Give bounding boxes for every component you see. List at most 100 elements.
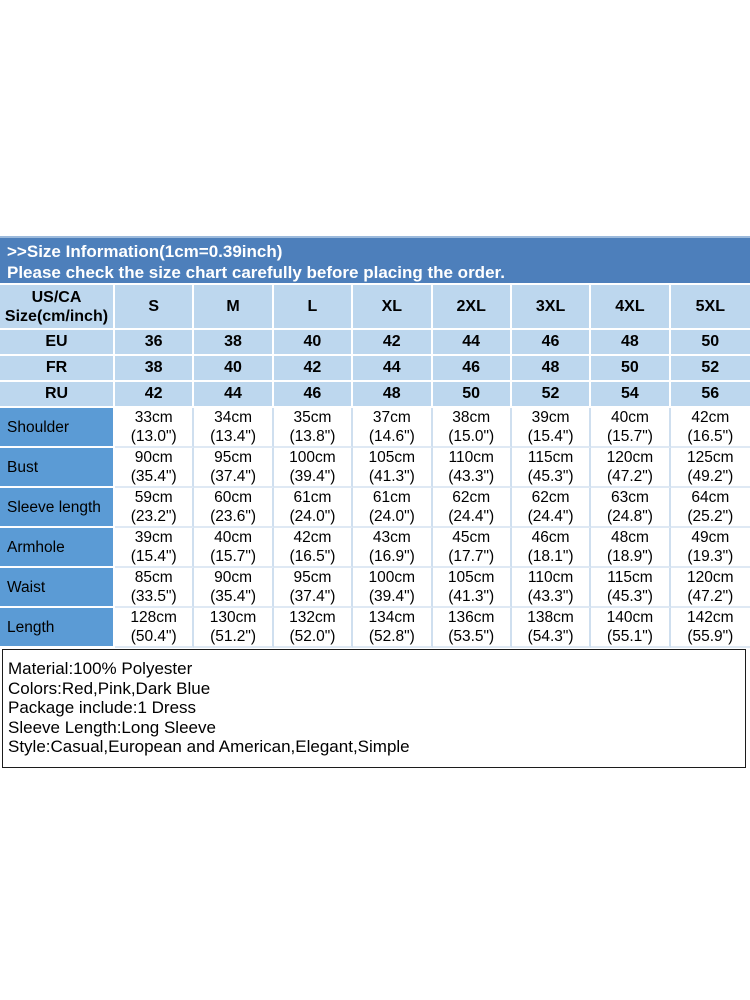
measure-value-cell: 142cm (55.9") — [670, 608, 750, 648]
measure-row-label: Shoulder — [0, 408, 115, 448]
size-value-cell: 52 — [670, 356, 750, 382]
measure-row-label: Bust — [0, 448, 115, 488]
size-conversion-row: EU 36 38 40 42 44 46 48 50 — [0, 330, 750, 356]
corner-header-cell: US/CA Size(cm/inch) — [0, 285, 115, 330]
banner-title: >>Size Information(1cm=0.39inch) — [7, 242, 283, 261]
table-header-row: US/CA Size(cm/inch) S M L XL 2XL 3XL 4XL 5XL — [0, 285, 750, 330]
detail-style: Style:Casual,European and American,Elega… — [8, 737, 410, 756]
measurement-row: Length 128cm (50.4") 130cm (51.2") 132cm (5… — [0, 608, 750, 648]
measure-value-cell: 61cm (24.0") — [353, 488, 433, 528]
product-details-box: Material:100% Polyester Colors:Red,Pink,… — [2, 649, 746, 768]
measure-value-cell: 38cm (15.0") — [432, 408, 512, 448]
measurement-row: Sleeve length 59cm (23.2") 60cm (23.6") 61c… — [0, 488, 750, 528]
measure-value-cell: 105cm (41.3") — [432, 568, 512, 608]
measure-value-cell: 61cm (24.0") — [273, 488, 354, 528]
size-value-cell: 48 — [353, 382, 433, 408]
size-row-label: FR — [0, 356, 115, 382]
measure-value-cell: 60cm (23.6") — [194, 488, 274, 528]
measurement-row: Armhole 39cm (15.4") 40cm (15.7") 42cm (16.… — [0, 528, 750, 568]
measure-value-cell: 59cm (23.2") — [115, 488, 195, 528]
column-header-cell: 3XL — [511, 285, 592, 330]
size-value-cell: 54 — [591, 382, 671, 408]
measure-value-cell: 85cm (33.5") — [115, 568, 195, 608]
measure-value-cell: 138cm (54.3") — [511, 608, 592, 648]
column-header-cell: S — [115, 285, 195, 330]
size-value-cell: 40 — [273, 330, 354, 356]
size-value-cell: 48 — [511, 356, 592, 382]
measurement-row: Bust 90cm (35.4") 95cm (37.4") 100cm (39.4"… — [0, 448, 750, 488]
size-value-cell: 50 — [432, 382, 512, 408]
size-value-cell: 44 — [353, 356, 433, 382]
column-header-cell: 2XL — [432, 285, 512, 330]
size-value-cell: 46 — [273, 382, 354, 408]
size-conversion-row: FR 38 40 42 44 46 48 50 52 — [0, 356, 750, 382]
size-value-cell: 38 — [194, 330, 274, 356]
measure-value-cell: 125cm (49.2") — [670, 448, 750, 488]
measure-value-cell: 64cm (25.2") — [670, 488, 750, 528]
measure-value-cell: 90cm (35.4") — [194, 568, 274, 608]
measure-value-cell: 136cm (53.5") — [432, 608, 512, 648]
size-value-cell: 50 — [591, 356, 671, 382]
measure-value-cell: 105cm (41.3") — [353, 448, 433, 488]
measure-value-cell: 140cm (55.1") — [591, 608, 671, 648]
size-value-cell: 50 — [670, 330, 750, 356]
size-value-cell: 42 — [115, 382, 195, 408]
column-header-cell: 4XL — [591, 285, 671, 330]
column-header-cell: 5XL — [670, 285, 750, 330]
measure-value-cell: 95cm (37.4") — [273, 568, 354, 608]
detail-material: Material:100% Polyester — [8, 659, 193, 678]
measure-value-cell: 130cm (51.2") — [194, 608, 274, 648]
column-header-cell: L — [273, 285, 354, 330]
measure-value-cell: 33cm (13.0") — [115, 408, 195, 448]
size-value-cell: 44 — [432, 330, 512, 356]
size-value-cell: 46 — [511, 330, 592, 356]
measurement-row: Waist 85cm (33.5") 90cm (35.4") 95cm (37.4"… — [0, 568, 750, 608]
measure-value-cell: 37cm (14.6") — [353, 408, 433, 448]
measure-value-cell: 120cm (47.2") — [591, 448, 671, 488]
size-value-cell: 42 — [353, 330, 433, 356]
measure-row-label: Armhole — [0, 528, 115, 568]
measure-value-cell: 39cm (15.4") — [511, 408, 592, 448]
measure-value-cell: 43cm (16.9") — [353, 528, 433, 568]
measure-value-cell: 34cm (13.4") — [194, 408, 274, 448]
banner-subtitle: Please check the size chart carefully be… — [7, 263, 505, 282]
size-value-cell: 36 — [115, 330, 195, 356]
measure-value-cell: 100cm (39.4") — [273, 448, 354, 488]
measure-value-cell: 49cm (19.3") — [670, 528, 750, 568]
measure-value-cell: 110cm (43.3") — [432, 448, 512, 488]
size-row-label: RU — [0, 382, 115, 408]
measure-row-label: Sleeve length — [0, 488, 115, 528]
detail-colors: Colors:Red,Pink,Dark Blue — [8, 678, 211, 698]
size-conversion-row: RU 42 44 46 48 50 52 54 56 — [0, 382, 750, 408]
measure-value-cell: 62cm (24.4") — [511, 488, 592, 528]
measure-row-label: Waist — [0, 568, 115, 608]
column-header-cell: XL — [353, 285, 433, 330]
measure-value-cell: 62cm (24.4") — [432, 488, 512, 528]
measure-value-cell: 100cm (39.4") — [353, 568, 433, 608]
column-header-cell: M — [194, 285, 274, 330]
measure-value-cell: 40cm (15.7") — [591, 408, 671, 448]
size-value-cell: 46 — [432, 356, 512, 382]
size-table: US/CA Size(cm/inch) S M L XL 2XL 3XL 4XL 5XL EU 36… — [0, 285, 750, 648]
measurement-row: Shoulder 33cm (13.0") 34cm (13.4") 35cm (13… — [0, 408, 750, 448]
measure-value-cell: 110cm (43.3") — [511, 568, 592, 608]
size-value-cell: 48 — [591, 330, 671, 356]
measure-row-label: Length — [0, 608, 115, 648]
measure-value-cell: 63cm (24.8") — [591, 488, 671, 528]
measure-value-cell: 46cm (18.1") — [511, 528, 592, 568]
measure-value-cell: 48cm (18.9") — [591, 528, 671, 568]
measure-value-cell: 90cm (35.4") — [115, 448, 195, 488]
measure-value-cell: 115cm (45.3") — [511, 448, 592, 488]
measure-value-cell: 42cm (16.5") — [273, 528, 354, 568]
size-value-cell: 44 — [194, 382, 274, 408]
size-table-body: US/CA Size(cm/inch) S M L XL 2XL 3XL 4XL 5XL EU 36… — [0, 285, 750, 648]
detail-sleeve-length: Sleeve Length:Long Sleeve — [8, 717, 216, 737]
size-value-cell: 42 — [273, 356, 354, 382]
size-value-cell: 40 — [194, 356, 274, 382]
measure-value-cell: 115cm (45.3") — [591, 568, 671, 608]
size-value-cell: 52 — [511, 382, 592, 408]
measure-value-cell: 40cm (15.7") — [194, 528, 274, 568]
size-value-cell: 56 — [670, 382, 750, 408]
size-value-cell: 38 — [115, 356, 195, 382]
